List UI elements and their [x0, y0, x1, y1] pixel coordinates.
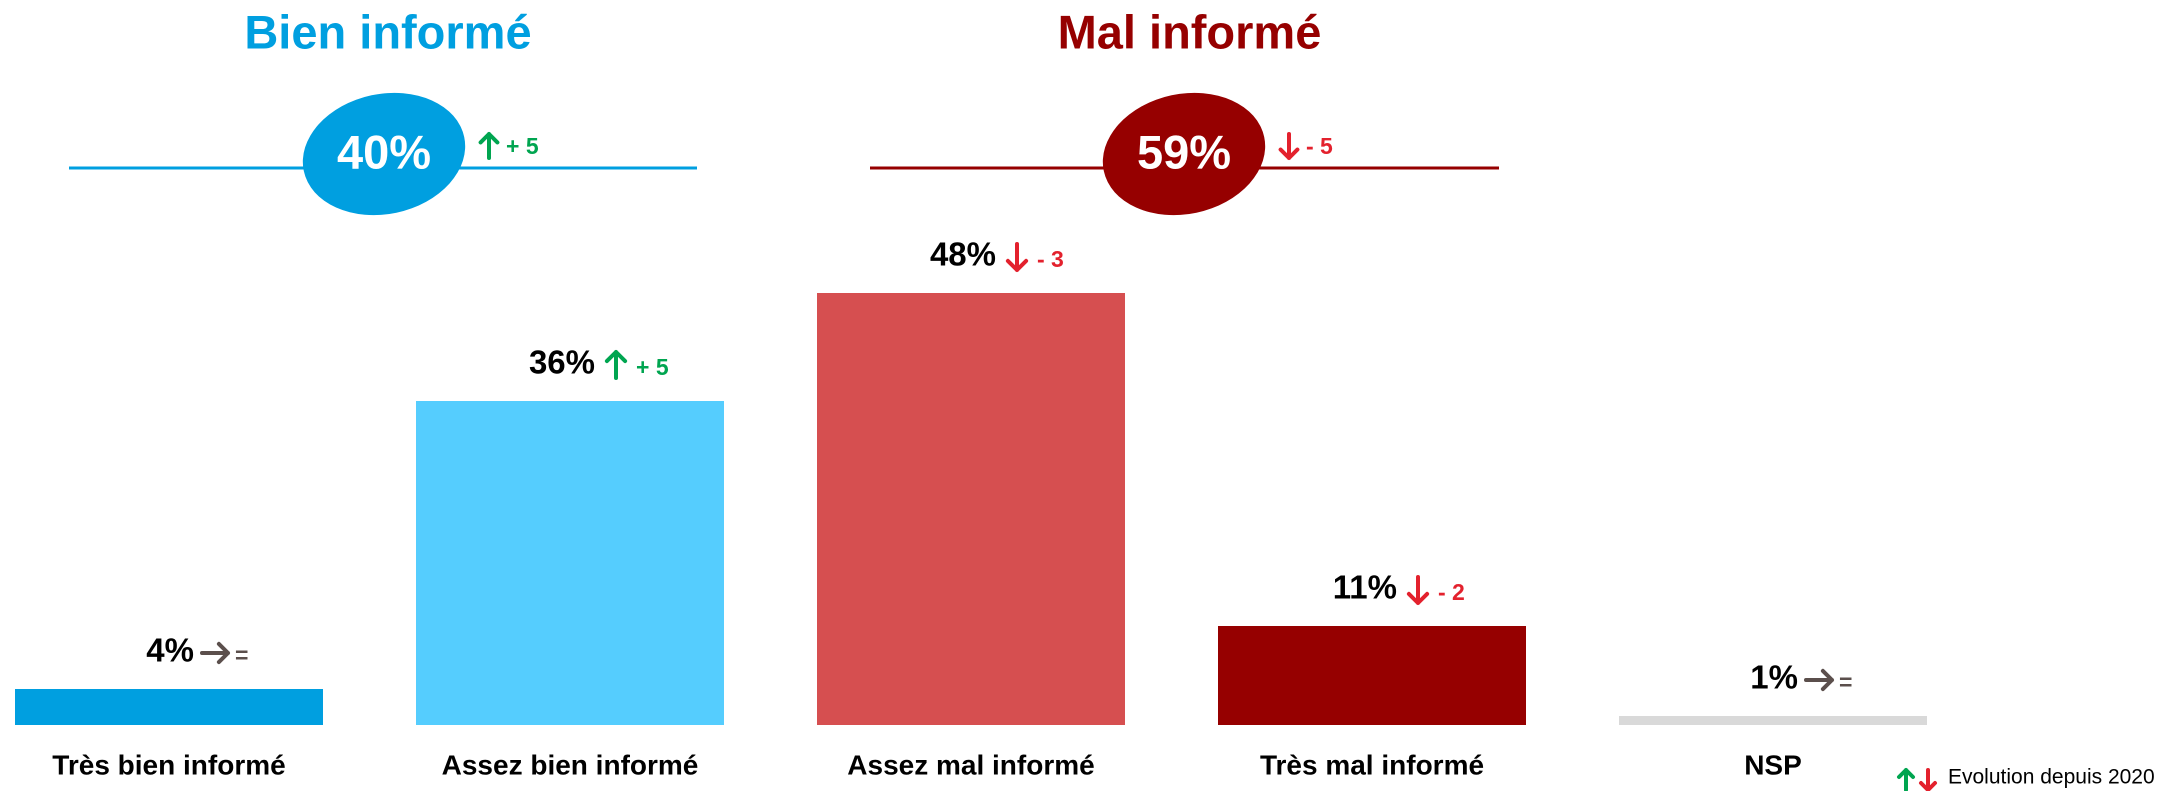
evolution-arrow — [1406, 575, 1430, 605]
group-bubble — [302, 92, 466, 216]
value-label: 1% — [1750, 659, 1798, 696]
evolution-label: = — [235, 642, 248, 668]
category-label: Très bien informé — [52, 749, 285, 780]
bar — [416, 401, 724, 725]
bar — [817, 293, 1125, 725]
group-value: 59% — [1137, 125, 1231, 178]
evolution-label: + 5 — [636, 354, 669, 380]
group-evolution: - 5 — [1306, 133, 1333, 159]
category-label: Assez bien informé — [442, 749, 699, 780]
value-label: 4% — [146, 632, 194, 669]
evolution-arrow — [1278, 132, 1300, 160]
evolution-label: - 3 — [1037, 246, 1064, 272]
evolution-arrow — [1919, 768, 1937, 791]
evolution-label: = — [1839, 669, 1852, 695]
bar — [15, 689, 323, 725]
group-evolution: + 5 — [506, 133, 539, 159]
group-value: 40% — [337, 125, 431, 178]
group-title: Mal informé — [1058, 5, 1322, 58]
evolution-arrow — [604, 350, 628, 380]
category-label: NSP — [1744, 749, 1802, 780]
evolution-arrow — [200, 641, 230, 665]
evolution-arrow — [1005, 242, 1029, 272]
evolution-arrow — [1897, 768, 1915, 791]
evolution-label: - 2 — [1438, 579, 1465, 605]
group-bubble — [1102, 92, 1266, 216]
bar — [1619, 716, 1927, 725]
value-label: 48% — [930, 236, 996, 273]
category-label: Très mal informé — [1260, 749, 1484, 780]
evolution-arrow — [478, 132, 500, 160]
value-label: 11% — [1333, 569, 1397, 606]
category-label: Assez mal informé — [847, 749, 1094, 780]
evolution-arrow — [1804, 668, 1834, 692]
legend-label: Evolution depuis 2020 — [1948, 766, 2155, 789]
value-label: 36% — [529, 344, 595, 381]
group-title: Bien informé — [244, 5, 531, 58]
bar — [1218, 626, 1526, 725]
